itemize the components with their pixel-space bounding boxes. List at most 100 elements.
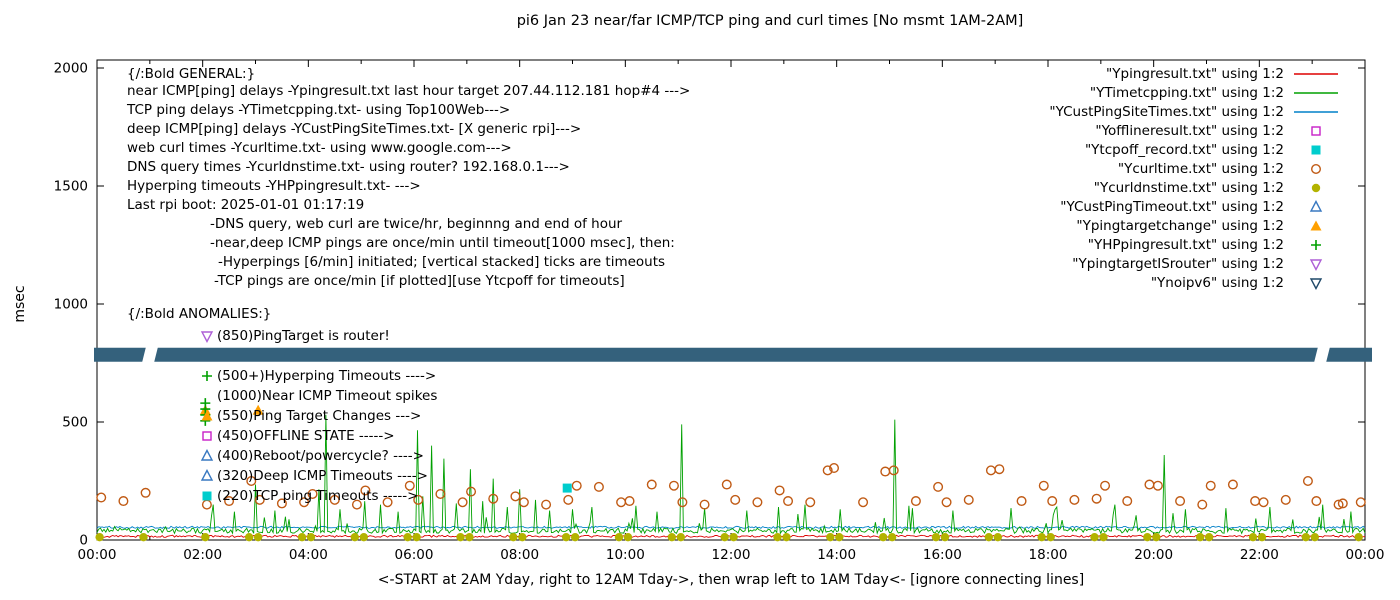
legend-entry: "Ypingtargetchange" using 1:2	[862, 216, 1342, 235]
legend-entry: "Ynoipv6" using 1:2	[862, 273, 1342, 292]
x-tick-label: 16:00	[923, 547, 962, 563]
anomaly-text: (500+)Hyperping Timeouts ---->	[217, 368, 437, 384]
legend-entry: "YpingtargetISrouter" using 1:2	[862, 254, 1342, 273]
general-note-line: deep ICMP[ping] delays -YCustPingSiteTim…	[127, 121, 582, 137]
anomaly-item: (1000)Near ICMP Timeout spikes	[199, 388, 437, 404]
triangle-open-icon	[200, 449, 214, 461]
anomaly-item: (550)Ping Target Changes --->	[199, 408, 421, 424]
x-tick-label: 00:00	[78, 547, 117, 563]
series-Ycurltime.txt-points	[96, 463, 1366, 510]
general-note-line: -near,deep ICMP pings are once/min until…	[210, 235, 675, 251]
legend-label: "YTimetcpping.txt" using 1:2	[1089, 84, 1284, 101]
series-Ynoipv6-band	[94, 347, 1372, 362]
x-tick-label: 18:00	[1029, 547, 1068, 563]
x-tick-label: 06:00	[395, 547, 434, 563]
legend-label: "Ypingresult.txt" using 1:2	[1106, 65, 1284, 82]
square-open-icon	[202, 431, 212, 441]
anomaly-text: (850)PingTarget is router!	[217, 328, 390, 344]
series-YCustPingSiteTimes.txt-line	[96, 525, 1366, 530]
x-axis-label: <-START at 2AM Yday, right to 12AM Tday-…	[377, 572, 1085, 588]
legend-label: "Ypingtargetchange" using 1:2	[1076, 217, 1284, 234]
legend-plus-icon	[1311, 239, 1321, 250]
anomaly-item: (500+)Hyperping Timeouts ---->	[199, 368, 436, 384]
anomaly-item: (400)Reboot/powercycle? ---->	[199, 448, 424, 464]
x-tick-label: 12:00	[712, 547, 751, 563]
legend-label: "YpingtargetISrouter" using 1:2	[1072, 255, 1284, 272]
legend-label: "YHPpingresult.txt" using 1:2	[1087, 236, 1284, 253]
legend-nabla-open-icon	[1309, 258, 1323, 271]
legend-entry: "Ypingresult.txt" using 1:2	[862, 64, 1342, 83]
legend-triangle-filled-icon	[1310, 220, 1322, 230]
legend-triangle-open-icon	[1309, 199, 1323, 212]
general-notes-header: {/:Bold GENERAL:}	[127, 66, 256, 82]
anomaly-item: (320)Deep ICMP Timeouts ---->	[199, 468, 428, 484]
legend-label: "YCustPingSiteTimes.txt" using 1:2	[1049, 103, 1284, 120]
anomaly-item: (850)PingTarget is router!	[199, 328, 390, 344]
chart-title: pi6 Jan 23 near/far ICMP/TCP ping and cu…	[516, 13, 1024, 29]
general-note-line: Last rpi boot: 2025-01-01 01:17:19	[127, 197, 365, 213]
legend-entry: "YCustPingSiteTimes.txt" using 1:2	[862, 102, 1342, 121]
legend-entry: "Ytcpoff_record.txt" using 1:2	[862, 140, 1342, 159]
y-tick-label: 1500	[54, 179, 88, 195]
anomaly-text: (400)Reboot/powercycle? ---->	[217, 448, 424, 464]
general-note-line: web curl times -Ycurltime.txt- using www…	[127, 140, 512, 156]
legend-entry: "Yofflineresult.txt" using 1:2	[862, 121, 1342, 140]
series-YTimetcpping.txt-line	[96, 414, 1366, 535]
anomaly-text: (220)TCP ping Timeouts ----->	[217, 488, 419, 504]
legend-line-sample	[1294, 110, 1338, 113]
x-tick-label: 00:00	[1346, 547, 1385, 563]
legend-label: "Ycurldnstime.txt" using 1:2	[1093, 179, 1284, 196]
legend-entry: "YTimetcpping.txt" using 1:2	[862, 83, 1342, 102]
x-tick-label: 14:00	[817, 547, 856, 563]
legend-square-open-icon	[1311, 125, 1321, 136]
legend-circle-filled-icon	[1311, 183, 1321, 192]
anomaly-text: (320)Deep ICMP Timeouts ---->	[217, 468, 428, 484]
legend-entry: "Ycurldnstime.txt" using 1:2	[862, 178, 1342, 197]
legend-line-sample	[1294, 91, 1338, 94]
legend-entry: "YHPpingresult.txt" using 1:2	[862, 235, 1342, 254]
triangle-filled-icon	[201, 410, 213, 421]
anomaly-item: (220)TCP ping Timeouts ----->	[199, 488, 419, 504]
y-tick-label: 1000	[54, 297, 88, 313]
legend-square-filled-icon	[1311, 145, 1321, 154]
general-note-line: -Hyperpings [6/min] initiated; [vertical…	[218, 254, 666, 270]
anomaly-text: (550)Ping Target Changes --->	[217, 408, 422, 424]
x-tick-label: 22:00	[1240, 547, 1279, 563]
square-filled-icon	[202, 491, 212, 501]
legend: "Ypingresult.txt" using 1:2 "YTimetcpping…	[862, 64, 1342, 292]
legend-label: "Ynoipv6" using 1:2	[1150, 274, 1284, 291]
x-tick-label: 08:00	[500, 547, 539, 563]
legend-line-sample	[1294, 72, 1338, 75]
triangle-open-icon	[200, 469, 214, 481]
legend-label: "Ytcpoff_record.txt" using 1:2	[1084, 141, 1284, 158]
x-tick-label: 20:00	[1134, 547, 1173, 563]
x-tick-label: 02:00	[183, 547, 222, 563]
nabla-open-icon	[200, 331, 214, 343]
anomaly-item: (450)OFFLINE STATE ----->	[199, 428, 395, 444]
series-Ytcpoff_record.txt-points	[562, 483, 572, 493]
y-tick-label: 500	[62, 415, 88, 431]
anomaly-text: (450)OFFLINE STATE ----->	[217, 428, 395, 444]
anomalies-header: {/:Bold ANOMALIES:}	[127, 306, 272, 322]
plus-icon	[202, 371, 212, 381]
series-Ycurldnstime.txt-points	[95, 532, 1363, 542]
anomaly-no-icon	[199, 389, 215, 403]
y-tick-label: 0	[79, 533, 88, 549]
general-note-line: -TCP pings are once/min [if plotted][use…	[214, 273, 625, 289]
legend-label: "Ycurltime.txt" using 1:2	[1117, 160, 1284, 177]
legend-label: "Yofflineresult.txt" using 1:2	[1095, 122, 1284, 139]
legend-entry: "YCustPingTimeout.txt" using 1:2	[862, 197, 1342, 216]
anomaly-text: (1000)Near ICMP Timeout spikes	[217, 388, 438, 404]
general-note-line: near ICMP[ping] delays -Ypingresult.txt …	[127, 83, 691, 99]
y-tick-label: 2000	[54, 61, 88, 77]
general-note-line: DNS query times -Ycurldnstime.txt- using…	[127, 159, 570, 175]
general-note-line: Hyperping timeouts -YHPpingresult.txt- -…	[127, 178, 421, 194]
legend-nabla-open-icon	[1309, 277, 1323, 290]
x-tick-label: 04:00	[289, 547, 328, 563]
legend-label: "YCustPingTimeout.txt" using 1:2	[1060, 198, 1284, 215]
legend-entry: "Ycurltime.txt" using 1:2	[862, 159, 1342, 178]
general-note-line: -DNS query, web curl are twice/hr, begin…	[210, 216, 623, 232]
x-tick-label: 10:00	[606, 547, 645, 563]
